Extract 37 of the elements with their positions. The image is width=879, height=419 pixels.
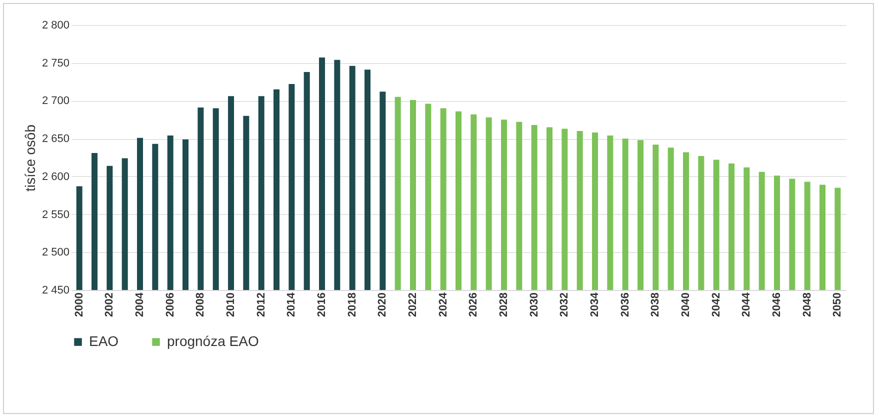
x-tick-label: 2044 — [740, 292, 753, 317]
y-tick-label: 2 700 — [42, 95, 70, 108]
y-tick-label: 2 500 — [42, 246, 70, 259]
x-tick-label: 2034 — [588, 292, 601, 317]
x-tick-label: 2000 — [73, 292, 86, 317]
legend-label: EAO — [89, 333, 119, 349]
y-tick-label: 2 550 — [42, 208, 70, 221]
x-tick-label: 2024 — [437, 292, 450, 317]
x-tick-label: 2050 — [832, 292, 844, 317]
x-tick-label: 2004 — [134, 292, 146, 317]
x-tick-label: 2046 — [770, 292, 783, 317]
x-tick-label: 2020 — [376, 292, 389, 317]
x-tick-label: 2022 — [407, 292, 419, 317]
y-tick-label: 2 650 — [42, 133, 70, 146]
x-tick-label: 2010 — [225, 292, 238, 317]
x-tick-label: 2040 — [680, 292, 692, 317]
x-tick-label: 2016 — [316, 292, 328, 317]
legend-label: prognóza EAO — [167, 333, 259, 349]
x-tick-label: 2012 — [255, 292, 268, 317]
x-tick-label: 2042 — [710, 292, 722, 317]
y-axis-title: tisíce osôb — [22, 124, 38, 192]
x-tick-label: 2036 — [619, 292, 632, 317]
y-tick-label: 2 750 — [42, 57, 70, 70]
y-tick-label: 2 800 — [42, 20, 70, 32]
x-tick-label: 2014 — [286, 292, 298, 317]
x-tick-label: 2038 — [650, 292, 662, 317]
x-tick-label: 2008 — [194, 292, 207, 317]
x-tick-label: 2030 — [528, 292, 540, 317]
x-tick-label: 2032 — [558, 292, 571, 317]
x-tick-label: 2028 — [498, 292, 510, 317]
x-tick-label: 2006 — [164, 292, 176, 317]
x-tick-label: 2002 — [104, 292, 116, 317]
x-tick-label: 2048 — [801, 292, 814, 317]
y-tick-label: 2 600 — [42, 170, 70, 183]
x-tick-label: 2018 — [346, 292, 358, 317]
x-tick-label: 2026 — [468, 292, 480, 317]
y-tick-label: 2 450 — [42, 284, 70, 296]
